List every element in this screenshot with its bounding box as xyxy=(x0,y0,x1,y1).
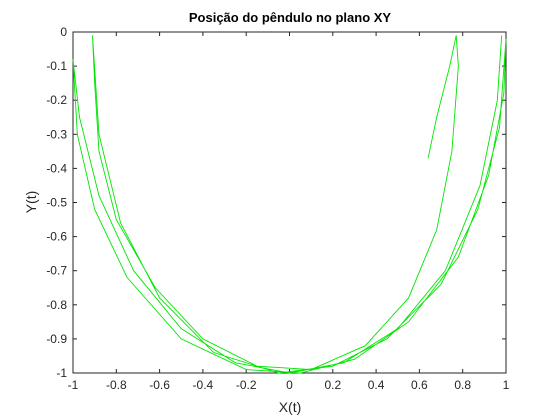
y-tick-label: -0.4 xyxy=(46,161,67,175)
x-tick-label: 1 xyxy=(503,378,510,392)
y-tick-label: -0.8 xyxy=(46,298,67,312)
x-tick-label: -1 xyxy=(68,378,79,392)
y-tick-label: -0.1 xyxy=(46,59,67,73)
y-tick-label: -0.5 xyxy=(46,196,67,210)
trajectory-line xyxy=(72,35,507,374)
x-axis-label: X(t) xyxy=(279,399,302,415)
x-tick-label: -0.6 xyxy=(149,378,170,392)
y-tick-label: -0.9 xyxy=(46,332,67,346)
x-tick-label: 0.6 xyxy=(411,378,428,392)
y-tick-label: -0.6 xyxy=(46,230,67,244)
y-tick-label: -0.2 xyxy=(46,93,67,107)
x-tick-label: 0.2 xyxy=(324,378,341,392)
x-tick-label: 0 xyxy=(286,378,293,392)
y-tick-label: 0 xyxy=(60,25,67,39)
y-tick-label: -0.7 xyxy=(46,264,67,278)
x-tick-label: -0.8 xyxy=(106,378,127,392)
y-tick-label: -0.3 xyxy=(46,127,67,141)
x-tick-label: -0.4 xyxy=(193,378,214,392)
x-tick-label: -0.2 xyxy=(236,378,257,392)
x-tick-label: 0.8 xyxy=(454,378,471,392)
y-tick-label: -1 xyxy=(56,366,67,380)
chart-title: Posição do pêndulo no plano XY xyxy=(189,10,392,25)
x-tick-label: 0.4 xyxy=(368,378,385,392)
y-axis-label: Y(t) xyxy=(23,191,39,214)
